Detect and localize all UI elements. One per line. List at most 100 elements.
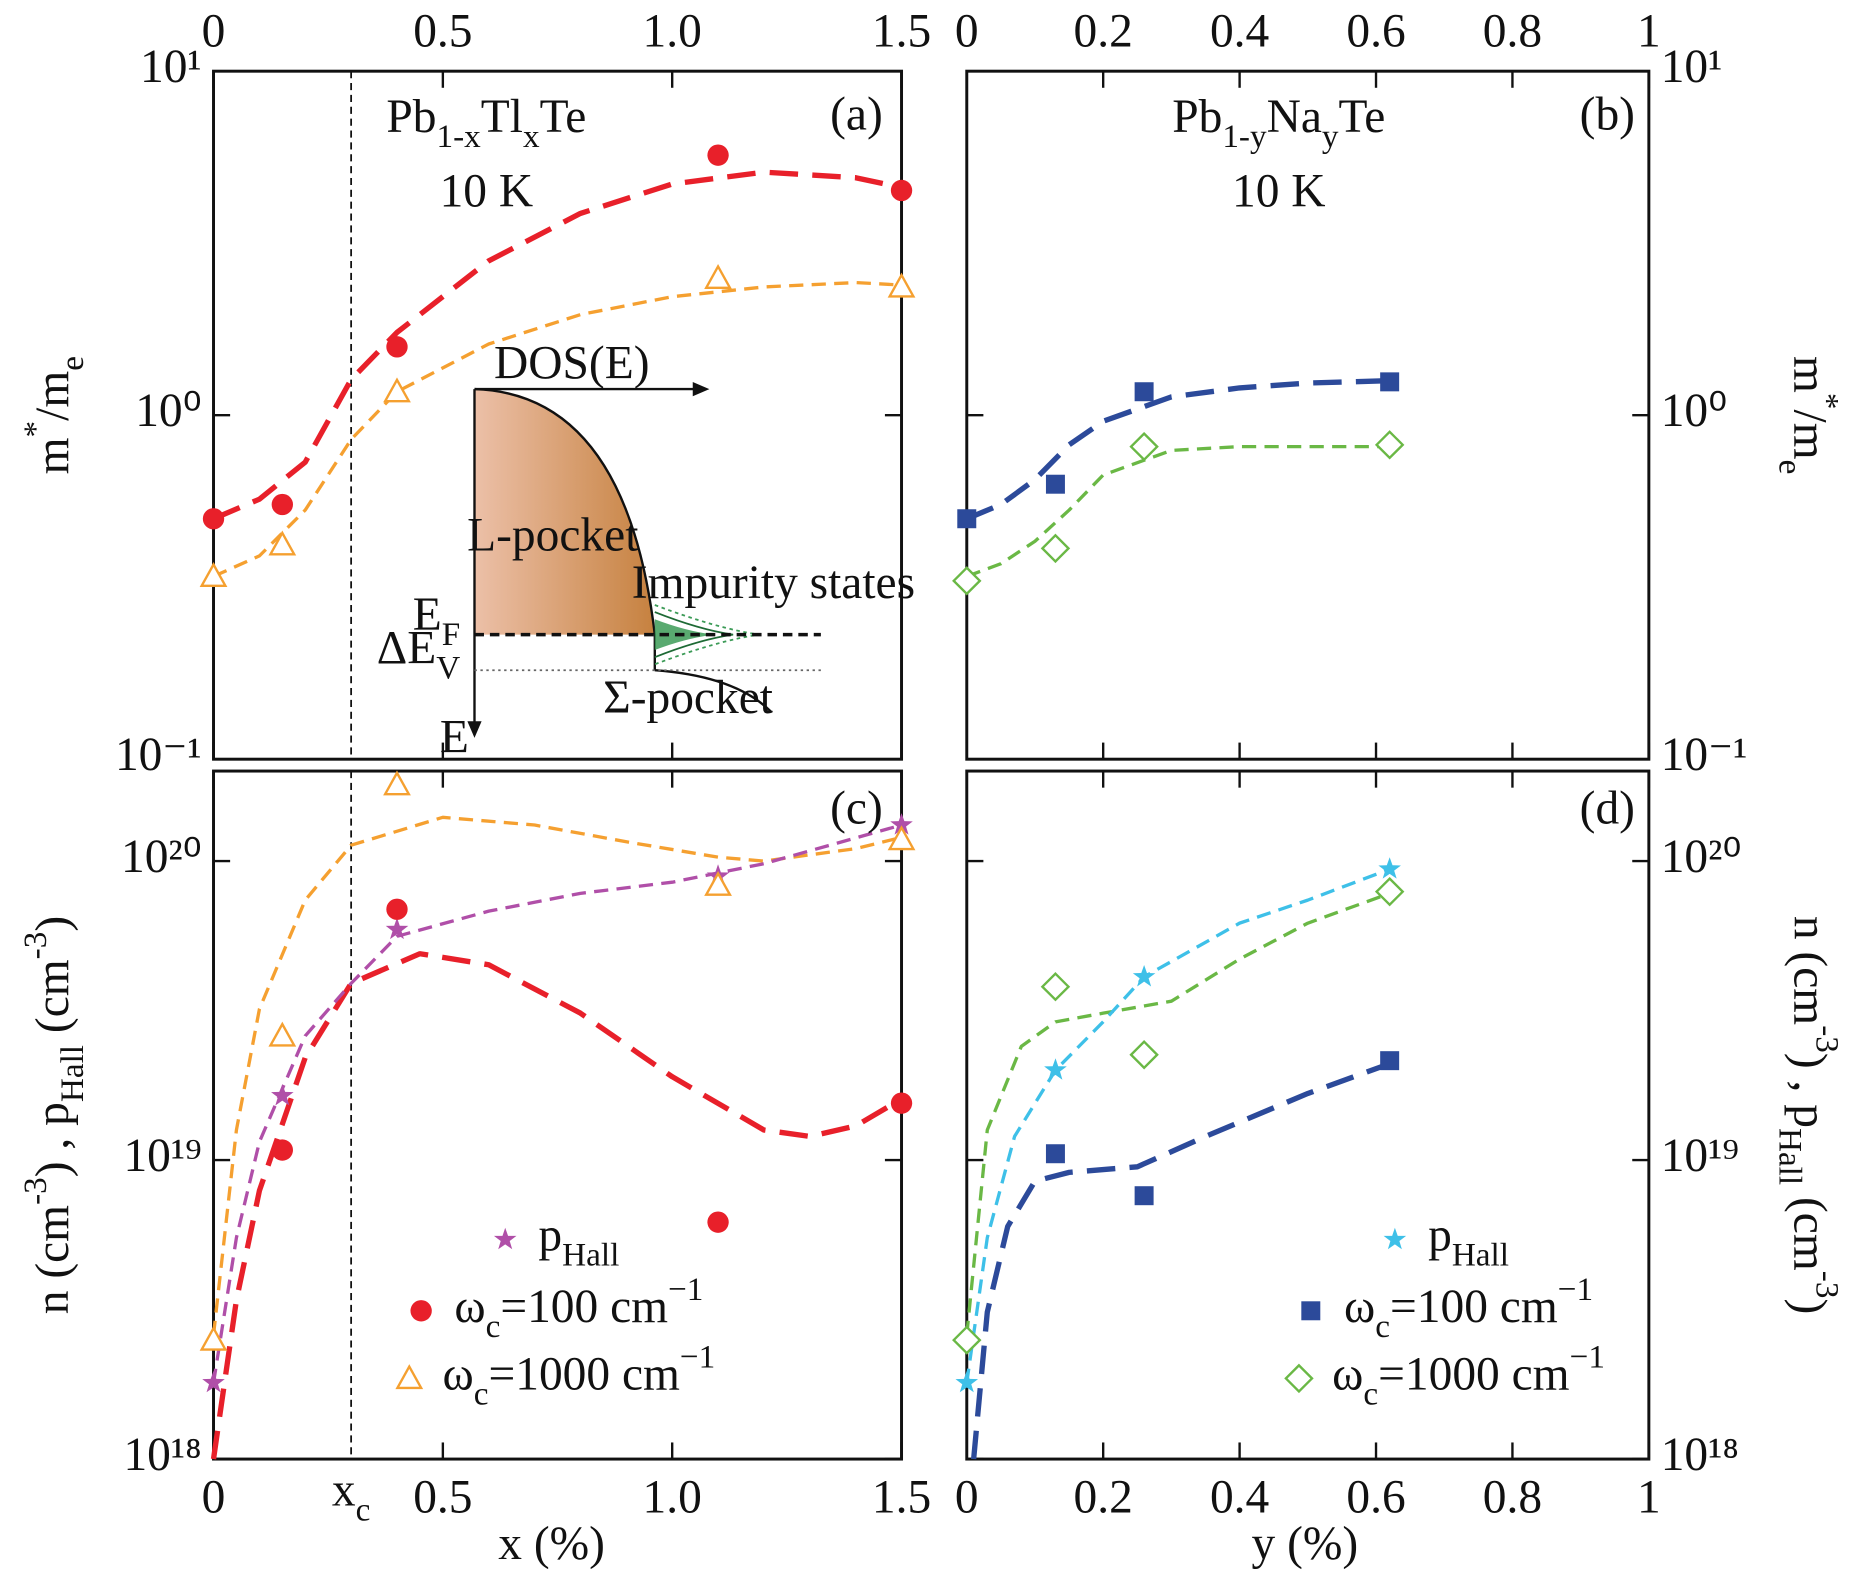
legend-item: pHall — [1383, 1210, 1509, 1274]
x-tick-label: 0.8 — [1483, 5, 1542, 57]
marker — [386, 898, 408, 920]
legend-marker — [410, 1300, 432, 1322]
legend-label-part: ω — [454, 1281, 485, 1333]
legend-label: pHall — [538, 1210, 619, 1274]
inset-label: Impurity states — [632, 557, 915, 609]
impurity-mid — [654, 611, 734, 659]
panel-title: Pb1-xTlxTe — [386, 91, 586, 155]
marker — [1380, 372, 1400, 392]
marker — [1374, 876, 1405, 907]
panel-title-script: 1-x — [437, 118, 482, 155]
x-tick-label: 1 — [1637, 1472, 1661, 1524]
y-axis-title-part: (cm — [1784, 1185, 1836, 1271]
marker — [1378, 857, 1401, 879]
legend-marker — [1284, 1363, 1314, 1394]
l-pocket-edge — [474, 387, 656, 671]
legend-marker — [1383, 1227, 1407, 1250]
legend-label: ωc=100 cm−1 — [454, 1271, 703, 1345]
y-tick-label: 10¹ — [1661, 41, 1723, 93]
legend-label: ωc=1000 cm−1 — [1332, 1339, 1605, 1413]
plot-frame — [212, 769, 904, 1461]
panel-title-script: y — [1322, 118, 1339, 155]
marker — [199, 1325, 228, 1351]
y-axis-title-script: e — [1771, 460, 1808, 475]
y-axis-title-part: n (cm — [27, 1205, 79, 1314]
marker — [268, 1021, 297, 1047]
l-pocket-area — [474, 389, 655, 635]
marker — [199, 562, 228, 588]
x-tick-label: 0 — [202, 5, 226, 57]
sigma-pocket-edge — [654, 669, 772, 713]
x-tick-label: 0 — [955, 1472, 979, 1524]
fit-line — [965, 867, 1391, 1384]
fit-line — [210, 951, 903, 1460]
legend-label-script: c — [474, 1376, 489, 1413]
panel-title-script: x — [523, 118, 540, 155]
x-tick-label: 0.4 — [1210, 5, 1269, 57]
x-axis-title: y (%) — [1251, 1518, 1358, 1570]
y-axis-title-script: -3 — [1808, 1025, 1845, 1053]
legend-item: ωc=100 cm−1 — [1301, 1271, 1593, 1345]
x-tick-label: 0.5 — [413, 5, 472, 57]
legend-label-script: −1 — [680, 1339, 715, 1376]
legend-marker — [395, 1364, 424, 1390]
marker — [383, 377, 411, 403]
fit-line — [212, 169, 903, 522]
marker — [1044, 1058, 1067, 1080]
x-tick-label: 1.0 — [643, 5, 702, 57]
marker — [955, 1370, 979, 1393]
fit-line — [970, 1061, 1391, 1460]
panel-title-part: Pb — [1172, 91, 1222, 143]
marker — [1132, 965, 1156, 987]
y-axis-title-part: ) — [27, 916, 79, 932]
panel-subtitle: 10 K — [1232, 166, 1326, 218]
marker — [704, 263, 732, 289]
inset-label: ΔEV — [377, 622, 460, 686]
marker — [202, 508, 225, 530]
inset-label: E — [440, 711, 469, 763]
y-axis-title-part: ) , p — [1784, 1053, 1836, 1128]
y-tick-label: 10⁰ — [1661, 385, 1727, 437]
y-axis-title-script: Hall — [1771, 1128, 1808, 1185]
x-tick-label: 0.2 — [1074, 5, 1133, 57]
marker — [1129, 431, 1159, 462]
legend-label-script: c — [1363, 1376, 1378, 1413]
y-tick-label: 10⁻¹ — [115, 729, 202, 781]
legend-label-part: p — [1428, 1210, 1452, 1262]
x-tick-label: 0 — [955, 5, 979, 57]
threshold-label-part: x — [332, 1465, 356, 1517]
y-axis-title-part: ) — [1784, 1298, 1836, 1314]
y-axis-title-script: -3 — [17, 1177, 54, 1205]
marker — [952, 566, 982, 596]
legend-marker — [493, 1227, 517, 1250]
y-tick-label: 10⁻¹ — [1661, 729, 1748, 781]
panel-title-part: Te — [1339, 91, 1386, 143]
y-axis-title-part: m — [27, 437, 79, 474]
legend-label-script: c — [1375, 1308, 1390, 1345]
marker — [707, 144, 729, 166]
marker — [202, 1370, 225, 1393]
y-axis-title: m*/me — [1771, 356, 1845, 474]
marker — [1040, 533, 1071, 564]
panel-subtitle: 10 K — [440, 166, 534, 218]
threshold-label: xc — [332, 1465, 370, 1529]
marker — [1040, 971, 1071, 1002]
y-axis-title-part: /m — [27, 371, 79, 421]
legend-label: pHall — [1428, 1210, 1509, 1274]
marker — [1045, 474, 1065, 494]
legend-label-part: ω — [1332, 1348, 1363, 1400]
marker — [1134, 1186, 1154, 1206]
marker — [887, 825, 916, 851]
inset-label: EF — [413, 589, 460, 653]
inset-label: L-pocket — [467, 510, 638, 562]
inset-label-part: E — [413, 589, 442, 641]
marker — [271, 1083, 294, 1106]
marker — [890, 813, 913, 835]
panel-title-part: Tl — [481, 91, 523, 143]
y-axis-title-script: * — [1808, 393, 1845, 410]
panel-label: (d) — [1580, 782, 1635, 834]
